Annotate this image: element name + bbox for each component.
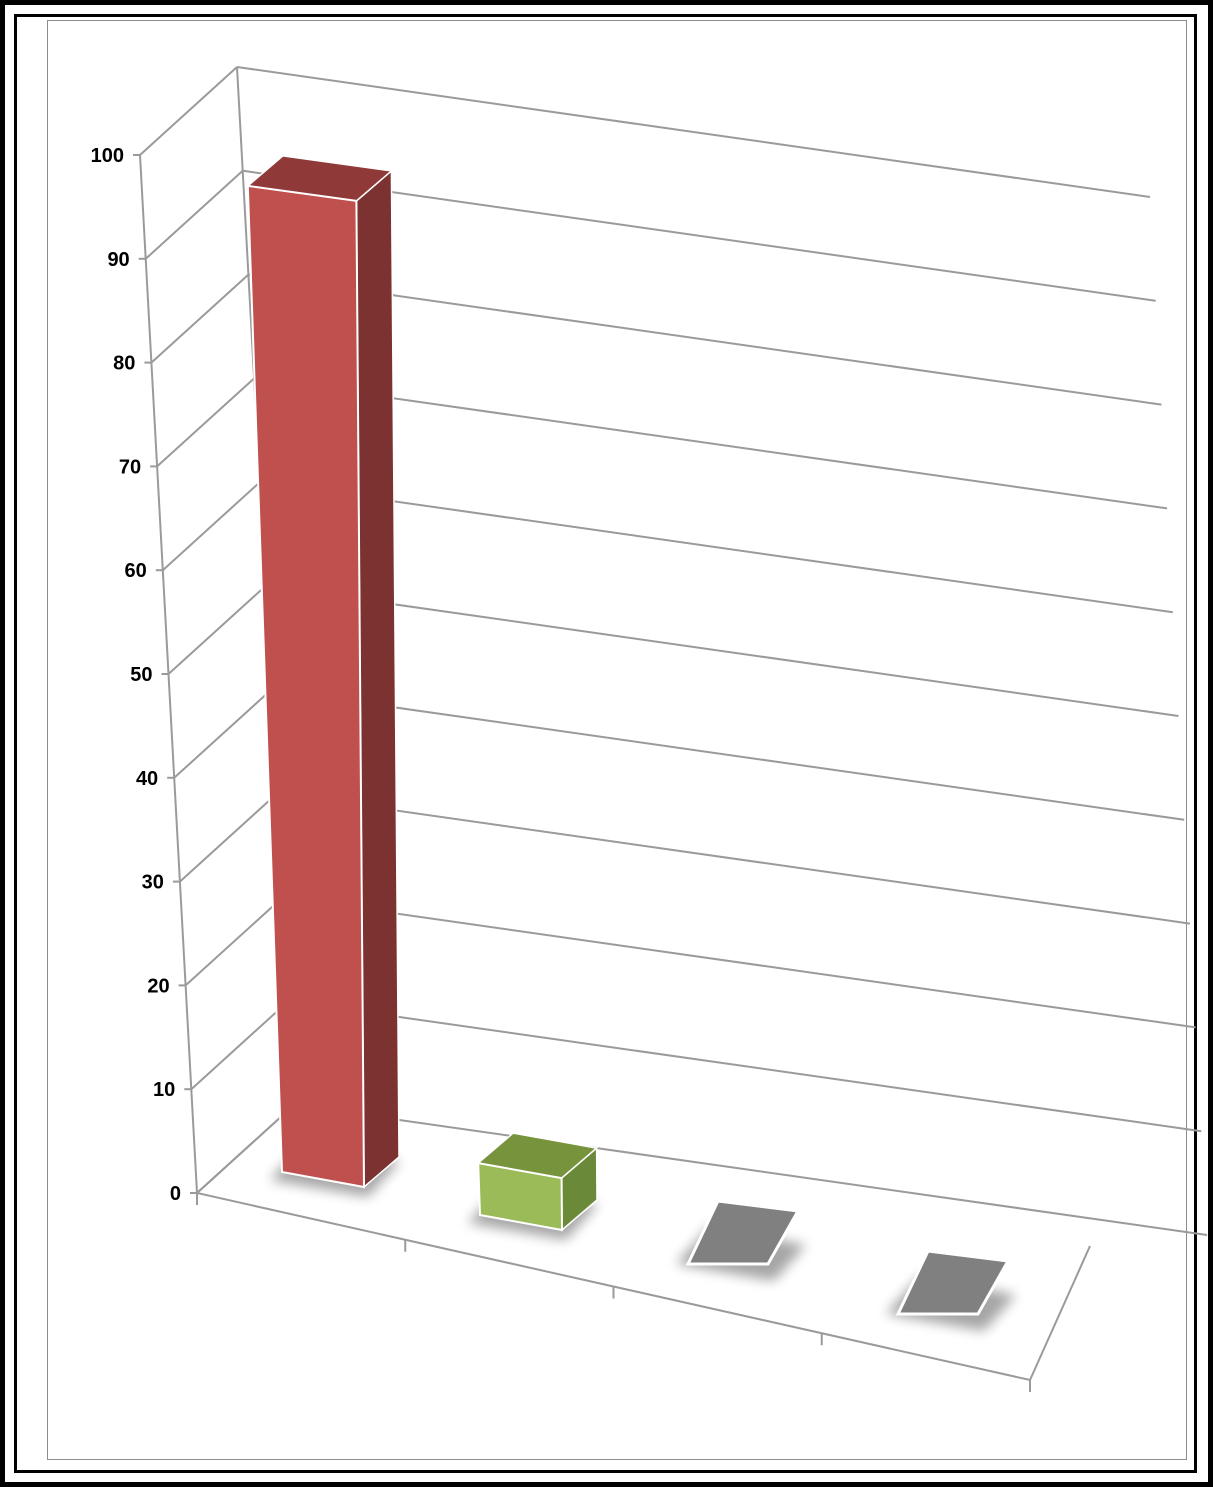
side-gridline <box>150 273 250 364</box>
back-gridline <box>248 273 1162 406</box>
bar-front-face <box>246 184 366 1189</box>
side-gridline <box>162 481 261 571</box>
bars <box>246 155 1016 1331</box>
gridlines <box>139 66 1208 1236</box>
y-tick-label: 30 <box>142 872 164 894</box>
bar <box>886 1249 1016 1331</box>
side-gridline <box>139 66 238 156</box>
y-tick-label: 60 <box>125 560 147 582</box>
back-gridline <box>288 1000 1202 1133</box>
bar-flat-tile <box>685 1199 801 1266</box>
side-gridline <box>184 896 284 987</box>
y-tick-label: 0 <box>170 1183 181 1205</box>
bar-front-face <box>477 1161 564 1232</box>
y-tick-label: 50 <box>130 664 152 686</box>
back-gridline <box>253 377 1168 510</box>
side-gridline <box>173 689 272 779</box>
back-gridline <box>259 481 1173 614</box>
back-gridline <box>271 688 1185 821</box>
back-gridline <box>282 896 1196 1029</box>
y-tick-label: 20 <box>147 975 169 997</box>
y-axis-line <box>139 154 198 1194</box>
side-gridline <box>167 585 267 675</box>
back-gridline <box>236 66 1151 198</box>
side-gridline <box>190 1000 289 1090</box>
y-tick-label: 100 <box>91 145 124 167</box>
side-gridline <box>145 170 244 260</box>
bar <box>468 1132 599 1240</box>
back-gridline <box>242 169 1156 302</box>
bar <box>246 155 400 1197</box>
y-axis-tick-labels: 0 10 20 30 40 50 60 70 80 90 100 <box>91 145 181 1205</box>
side-gridline <box>156 377 255 468</box>
side-gridline <box>179 792 278 883</box>
back-gridline <box>276 792 1191 925</box>
inner-frame <box>14 14 1197 1473</box>
bar-flat-tile <box>895 1249 1011 1316</box>
bar <box>676 1199 806 1281</box>
back-gridline <box>265 585 1179 717</box>
y-tick-label: 90 <box>107 249 129 271</box>
y-tick-label: 40 <box>136 768 158 790</box>
y-tick-label: 80 <box>113 353 135 375</box>
y-tick-label: 10 <box>153 1079 175 1101</box>
y-tick-label: 70 <box>119 456 141 478</box>
back-gridline <box>293 1104 1208 1236</box>
